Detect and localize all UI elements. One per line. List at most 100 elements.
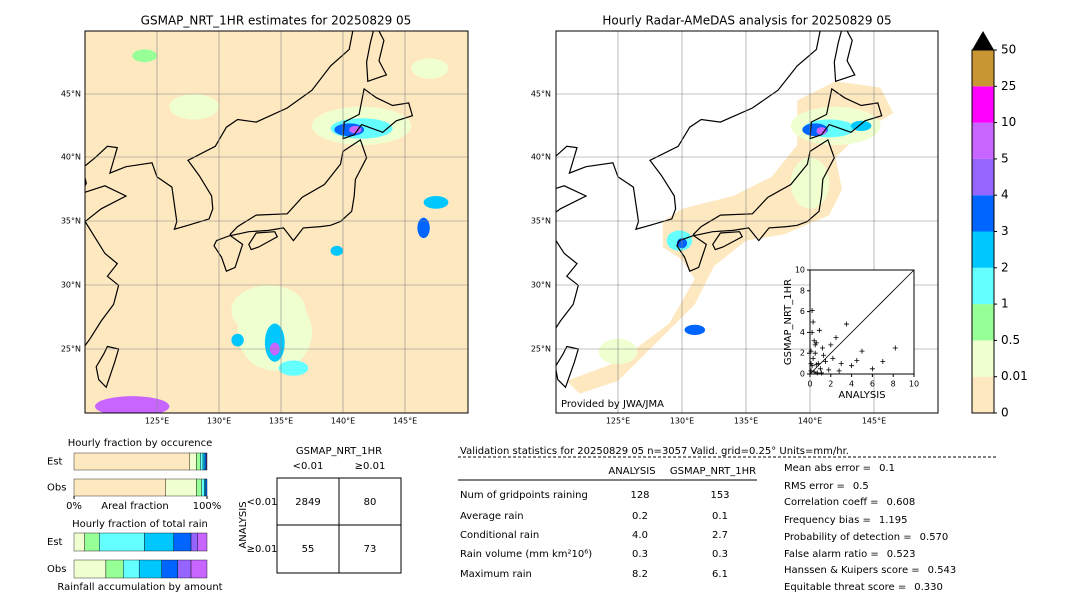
rain-area (684, 324, 706, 335)
diagonal (809, 269, 915, 375)
score-label: Hanssen & Kuipers score = (784, 565, 920, 576)
lon-label: 140°E (331, 417, 355, 426)
coastline (95, 345, 120, 389)
rain-area (816, 127, 827, 135)
stats-value: 128 (630, 490, 649, 501)
bar-segment (196, 478, 202, 497)
colorbar-label: 25 (1001, 79, 1016, 93)
colorbar-segment (972, 122, 994, 159)
bar-segment (165, 478, 197, 497)
right-map-title: Hourly Radar-AMeDAS analysis for 2025082… (602, 14, 891, 28)
y-tick-label: 2 (800, 349, 805, 358)
coastline (692, 138, 835, 242)
point (812, 350, 818, 356)
point (808, 361, 814, 367)
credit: Provided by JWA/JMA (561, 399, 664, 410)
score-value: 0.5 (853, 481, 869, 492)
x-axis-label: Rainfall accumulation by amount (57, 582, 222, 593)
x-tick-label: 0 (807, 380, 812, 389)
x-tick-label: 8 (891, 380, 896, 389)
lon-label: 135°E (269, 417, 293, 426)
lon-label: 145°E (862, 417, 886, 426)
x-tick-label: 6 (870, 380, 875, 389)
colorbar-label: 50 (1001, 43, 1016, 57)
colorbar-label: 0.01 (1001, 369, 1028, 383)
bar-segment (206, 452, 208, 471)
rain-area (330, 245, 343, 256)
score-value: 1.195 (879, 515, 908, 526)
coastline (676, 234, 708, 273)
bar-segment (196, 452, 201, 471)
category-label: Obs (47, 564, 66, 575)
colorbar-segment (972, 267, 994, 305)
lat-label: 25°N (531, 345, 551, 354)
cell: 55 (302, 544, 315, 555)
lat-label: 35°N (61, 217, 81, 226)
y-axis-label: GSMAP_NRT_1HR (783, 279, 794, 365)
lat-label: 40°N (61, 153, 81, 162)
lon-label: 125°E (145, 417, 169, 426)
point (811, 338, 817, 344)
score-label: Probability of detection = (784, 532, 912, 543)
stats-label: Maximum rain (460, 569, 532, 580)
rain-area (169, 94, 219, 120)
colorbar-label: 3 (1001, 224, 1009, 238)
point (811, 369, 817, 375)
colorbar-segment (972, 50, 994, 87)
stats-label: Conditional rain (460, 530, 539, 541)
score-value: 0.543 (928, 565, 957, 576)
right-map (556, 31, 938, 413)
score-value: 0.523 (887, 549, 916, 560)
y-tick-label: 10 (795, 266, 805, 275)
bar-segment (177, 559, 192, 579)
point (808, 368, 814, 374)
point (830, 355, 836, 361)
point (817, 366, 823, 372)
category-label: Est (47, 537, 63, 548)
rain-area (231, 333, 244, 347)
stats-label: Average rain (460, 511, 524, 522)
bar-segment (205, 478, 208, 497)
left-map-frame (84, 30, 469, 414)
lat-label: 45°N (531, 90, 551, 99)
point (849, 363, 855, 369)
bar-segment (200, 452, 204, 471)
point (838, 361, 844, 367)
category-label: Est (47, 457, 63, 468)
lat-label: 45°N (61, 90, 81, 99)
bar-segment (173, 532, 192, 552)
score-value: 0.330 (914, 582, 943, 593)
x-axis-label: ANALYSIS (838, 390, 885, 401)
x-tick-label: 100% (193, 501, 222, 512)
point (833, 335, 839, 341)
bar-segment (84, 532, 100, 552)
bar-segment (73, 532, 85, 552)
colorbar-label: 5 (1001, 151, 1009, 165)
point (828, 342, 834, 348)
y-tick-label: 4 (800, 328, 805, 337)
y-tick-label: 8 (800, 286, 805, 295)
x-tick-label: 0% (66, 501, 82, 512)
score-label: False alarm ratio = (784, 549, 879, 560)
point (869, 366, 875, 372)
colorbar-label: 1 (1001, 297, 1009, 311)
coastline (809, 87, 883, 140)
point (859, 348, 865, 354)
point (826, 367, 832, 373)
lat-label: 30°N (61, 281, 81, 290)
lat-label: 25°N (61, 345, 81, 354)
score-label: RMS error = (784, 481, 845, 492)
lat-label: 35°N (531, 217, 551, 226)
score-label: Mean abs error = (784, 463, 871, 474)
x-tick-label: 4 (849, 380, 854, 389)
colorbar-label: 0.5 (1001, 333, 1020, 347)
stats-label: Num of gridpoints raining (460, 490, 588, 501)
rain-area (417, 217, 430, 239)
colorbar-segment (972, 195, 994, 232)
cell: 2849 (295, 497, 320, 508)
point (813, 362, 819, 368)
bar-segment (105, 559, 124, 579)
coastline (556, 345, 580, 389)
score-value: 0.1 (879, 463, 895, 474)
